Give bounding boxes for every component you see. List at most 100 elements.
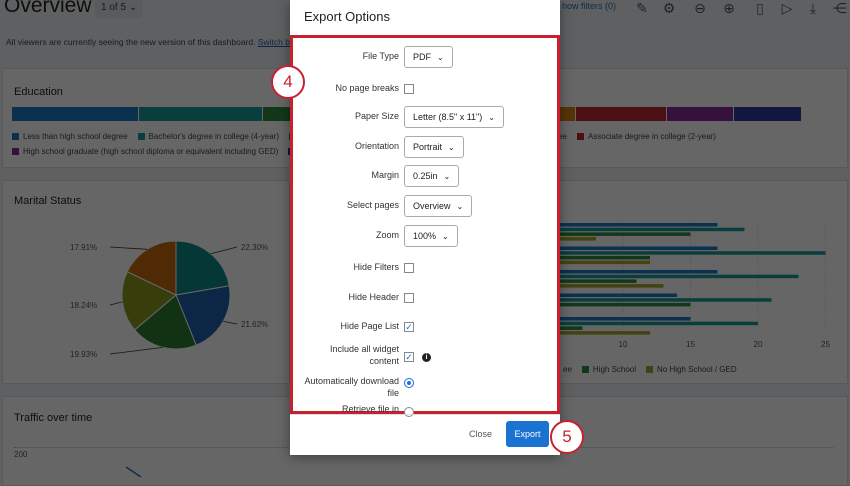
leader-line: [223, 320, 238, 325]
card-title: Marital Status: [14, 195, 82, 207]
legend-item: High school graduate (high school diplom…: [12, 147, 278, 156]
hide-page-list-checkbox[interactable]: ✓: [404, 322, 414, 332]
bar: [488, 260, 650, 265]
legend-swatch: [12, 133, 19, 140]
zoom-in-icon[interactable]: ⊕: [723, 0, 735, 16]
mobile-icon[interactable]: ▯: [756, 0, 764, 16]
x-tick-label: 15: [686, 340, 695, 349]
select-pages-select[interactable]: Overview ⌄: [404, 195, 473, 217]
hide-header-checkbox[interactable]: [404, 293, 414, 303]
step-marker-4: 4: [271, 65, 305, 99]
switch-back-link[interactable]: Switch b: [257, 37, 290, 47]
info-icon[interactable]: i: [422, 353, 431, 362]
leader-line: [109, 246, 148, 250]
select-value: Letter (8.5" x 11"): [413, 112, 483, 122]
leader-line: [210, 246, 238, 255]
legend-swatch: [576, 133, 584, 140]
page-selector[interactable]: 1 of 5 ⌄: [95, 0, 144, 18]
legend-label: Less than high school degree: [23, 132, 128, 141]
hide-filters-checkbox[interactable]: [404, 263, 414, 273]
bar: [488, 293, 677, 297]
legend-label: No High School / GED: [657, 365, 737, 374]
legend-swatch: [646, 366, 654, 373]
hide-header-label: Hide Header: [348, 292, 399, 302]
leader-line: [109, 347, 163, 355]
paper-size-select[interactable]: Letter (8.5" x 11") ⌄: [404, 106, 504, 128]
edit-icon[interactable]: ✎: [636, 0, 648, 16]
retrieve-radio[interactable]: [404, 407, 414, 417]
paper-size-label: Paper Size: [354, 111, 399, 121]
check-icon: ✓: [405, 322, 413, 332]
page-title: Overview: [4, 0, 92, 17]
no-page-breaks-label: No page breaks: [335, 83, 399, 93]
data-label: 21.62%: [241, 320, 268, 329]
orientation-label: Orientation: [354, 141, 399, 151]
label-line: Automatically download: [304, 376, 399, 386]
data-label: 22.30%: [241, 243, 268, 252]
legend-swatch: [12, 148, 19, 155]
legend-item: No High School / GED: [646, 365, 737, 374]
zoom-label: Zoom: [375, 230, 399, 240]
margin-select[interactable]: 0.25in ⌄: [404, 165, 460, 187]
legend-swatch: [137, 133, 145, 140]
select-value: PDF: [413, 52, 431, 62]
pie-slice: [134, 294, 197, 350]
highlight-box: File Type PDF ⌄ No page breaks Paper Size…: [290, 35, 560, 417]
gear-icon[interactable]: ⚙: [662, 0, 676, 16]
chevron-down-icon: ⌄: [443, 172, 451, 181]
page-selector-label: 1 of 5: [101, 2, 127, 13]
auto-download-label: Automatically download file: [304, 375, 399, 399]
bar-segment: [734, 107, 802, 121]
orientation-select[interactable]: Portrait ⌄: [404, 136, 464, 158]
no-page-breaks-checkbox[interactable]: [404, 84, 414, 94]
pie-chart: 22.30% 21.62% 19.93% 18.24% 17.91%: [70, 240, 268, 359]
bar: [488, 232, 691, 236]
show-filters-link[interactable]: how filters (0): [562, 1, 617, 11]
bar: [488, 331, 650, 335]
play-icon[interactable]: ▷: [781, 0, 793, 16]
zoom-out-icon[interactable]: ⊖: [694, 0, 706, 16]
auto-download-radio[interactable]: [404, 378, 414, 388]
bar-segment: [666, 107, 735, 121]
legend-item: ee: [563, 365, 572, 374]
share-icon[interactable]: ⋲: [833, 0, 847, 16]
bar: [488, 255, 650, 260]
legend-item: High School: [581, 365, 636, 374]
legend-item: ee: [558, 132, 567, 141]
x-tick-label: 25: [821, 340, 830, 349]
file-type-select[interactable]: PDF ⌄: [404, 46, 453, 68]
bar: [488, 270, 718, 274]
step-marker-5: 5: [550, 420, 584, 454]
select-value: Overview: [413, 201, 451, 211]
select-pages-label: Select pages: [346, 200, 399, 210]
check-icon: ✓: [405, 352, 413, 362]
chevron-down-icon: ⌄: [128, 2, 138, 13]
select-value: Portrait: [413, 142, 443, 152]
legend-label: Associate degree in college (2-year): [587, 132, 716, 141]
bar: [488, 274, 799, 279]
close-button[interactable]: Close: [469, 429, 493, 439]
marital-status-card: Marital Status 22.30% 21.62% 19.93% 18.24% 1…: [2, 180, 290, 384]
label-line: content: [369, 356, 399, 366]
zoom-select[interactable]: 100% ⌄: [404, 225, 458, 247]
legend-label: High school graduate (high school diplom…: [23, 147, 279, 156]
x-tick-label: 10: [619, 340, 628, 349]
file-type-label: File Type: [362, 51, 399, 61]
legend-swatch: [581, 366, 589, 373]
card-title: Education: [14, 86, 63, 98]
bar-segment: [12, 107, 140, 121]
include-widget-checkbox[interactable]: ✓: [404, 352, 414, 362]
chevron-down-icon: ⌄: [442, 232, 449, 241]
card-title: Traffic over time: [14, 412, 93, 424]
legend-item: Bachelor's degree in college (4-year): [137, 132, 279, 141]
legend-item: Less than high school degree: [12, 132, 128, 141]
download-icon[interactable]: ⤓: [809, 0, 817, 16]
margin-label: Margin: [371, 170, 399, 180]
label-line: file: [387, 388, 399, 398]
export-button[interactable]: Export: [506, 421, 549, 447]
chevron-down-icon: ⌄: [456, 202, 464, 211]
chevron-down-icon: ⌄: [488, 113, 495, 122]
bar: [488, 223, 718, 227]
select-value: 100%: [413, 231, 437, 241]
data-label: 19.93%: [70, 350, 97, 359]
